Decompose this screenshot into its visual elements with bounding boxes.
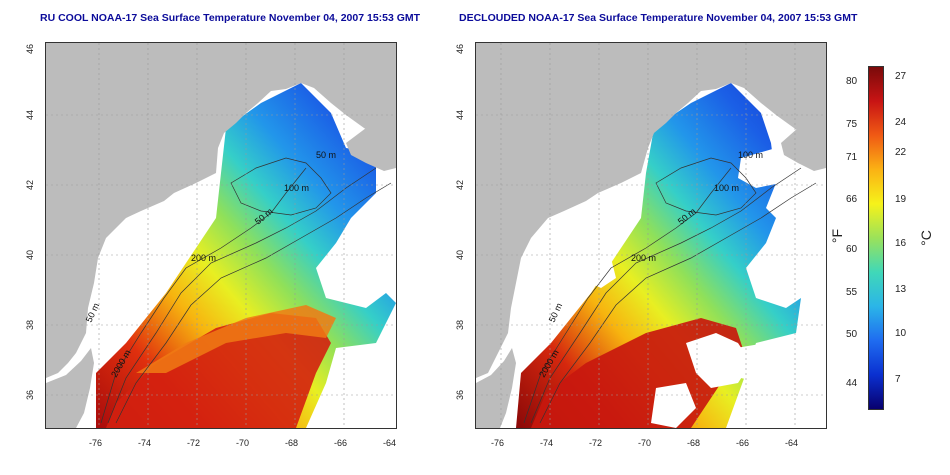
y-tick-label: 46 xyxy=(25,44,35,55)
y-tick-label: 46 xyxy=(455,44,465,55)
x-tick-label: -68 xyxy=(285,438,299,448)
y-tick-label: 38 xyxy=(455,320,465,331)
y-tick-label: 42 xyxy=(455,180,465,191)
graticule xyxy=(476,43,826,428)
x-tick-label: -70 xyxy=(236,438,250,448)
left-sst-map-canvas: 100 m 50 m 200 m 50 m 2000 m 50 m xyxy=(46,43,396,428)
y-tick-label: 42 xyxy=(25,180,35,191)
x-tick-label: -74 xyxy=(540,438,554,448)
fahrenheit-tick: 80 xyxy=(846,76,858,87)
x-tick-label: -72 xyxy=(589,438,603,448)
gulf-stream-core xyxy=(106,313,331,428)
contour-label: 200 m xyxy=(631,253,656,263)
celsius-tick: 27 xyxy=(895,71,907,82)
land-north xyxy=(46,43,396,378)
y-tick-label: 36 xyxy=(455,390,465,401)
y-tick-label: 36 xyxy=(25,390,35,401)
y-tick-label: 40 xyxy=(455,250,465,261)
contour-label: 200 m xyxy=(191,253,216,263)
right-map-title: DECLOUDED NOAA-17 Sea Surface Temperatur… xyxy=(459,12,858,24)
x-tick-label: -70 xyxy=(638,438,652,448)
y-tick-label: 44 xyxy=(25,110,35,121)
celsius-unit-label: °C xyxy=(917,230,934,246)
x-tick-label: -72 xyxy=(187,438,201,448)
fahrenheit-tick: 60 xyxy=(846,244,858,255)
x-tick-label: -66 xyxy=(736,438,750,448)
celsius-tick: 22 xyxy=(895,147,907,158)
right-sst-map-canvas: 100 m 50 m 200 m 50 m 2000 m 100 m xyxy=(476,43,826,428)
y-tick-label: 40 xyxy=(25,250,35,261)
x-tick-label: -74 xyxy=(138,438,152,448)
celsius-tick: 10 xyxy=(895,328,907,339)
depth-contours xyxy=(523,157,817,424)
fahrenheit-unit-label: °F xyxy=(829,228,846,244)
fahrenheit-tick: 71 xyxy=(846,152,858,163)
contour-label: 50 m xyxy=(316,150,336,160)
x-tick-label: -68 xyxy=(687,438,701,448)
celsius-tick: 13 xyxy=(895,284,907,295)
fahrenheit-tick: 44 xyxy=(846,378,858,389)
contour-label: 100 m xyxy=(738,150,763,160)
celsius-tick: 7 xyxy=(895,374,901,385)
colorbar-gradient xyxy=(869,67,883,409)
left-sst-map: 100 m 50 m 200 m 50 m 2000 m 50 m xyxy=(45,42,397,429)
graticule xyxy=(46,43,396,428)
cloud-mask xyxy=(586,148,791,428)
x-tick-label: -64 xyxy=(785,438,799,448)
land-nova-scotia xyxy=(781,123,826,171)
x-tick-label: -76 xyxy=(491,438,505,448)
x-tick-label: -76 xyxy=(89,438,103,448)
contour-label: 100 m xyxy=(714,183,739,193)
celsius-tick: 16 xyxy=(895,238,907,249)
fahrenheit-tick: 66 xyxy=(846,194,858,205)
x-tick-label: -66 xyxy=(334,438,348,448)
land-south xyxy=(476,348,516,428)
fahrenheit-tick: 75 xyxy=(846,119,858,130)
fahrenheit-tick: 55 xyxy=(846,287,858,298)
gulf-stream-warm-edge xyxy=(136,305,336,373)
contour-label: 100 m xyxy=(284,183,309,193)
land-nova-scotia xyxy=(346,123,396,171)
fahrenheit-tick: 50 xyxy=(846,329,858,340)
celsius-tick: 19 xyxy=(895,194,907,205)
y-tick-label: 38 xyxy=(25,320,35,331)
land-north xyxy=(476,43,826,378)
x-tick-label: -64 xyxy=(383,438,397,448)
land-south xyxy=(46,348,94,428)
right-sst-map: 100 m 50 m 200 m 50 m 2000 m 100 m xyxy=(475,42,827,429)
temperature-colorbar xyxy=(868,66,884,410)
depth-contours xyxy=(100,157,392,424)
left-map-title: RU COOL NOAA-17 Sea Surface Temperature … xyxy=(40,12,421,24)
celsius-tick: 24 xyxy=(895,117,907,128)
y-tick-label: 44 xyxy=(455,110,465,121)
